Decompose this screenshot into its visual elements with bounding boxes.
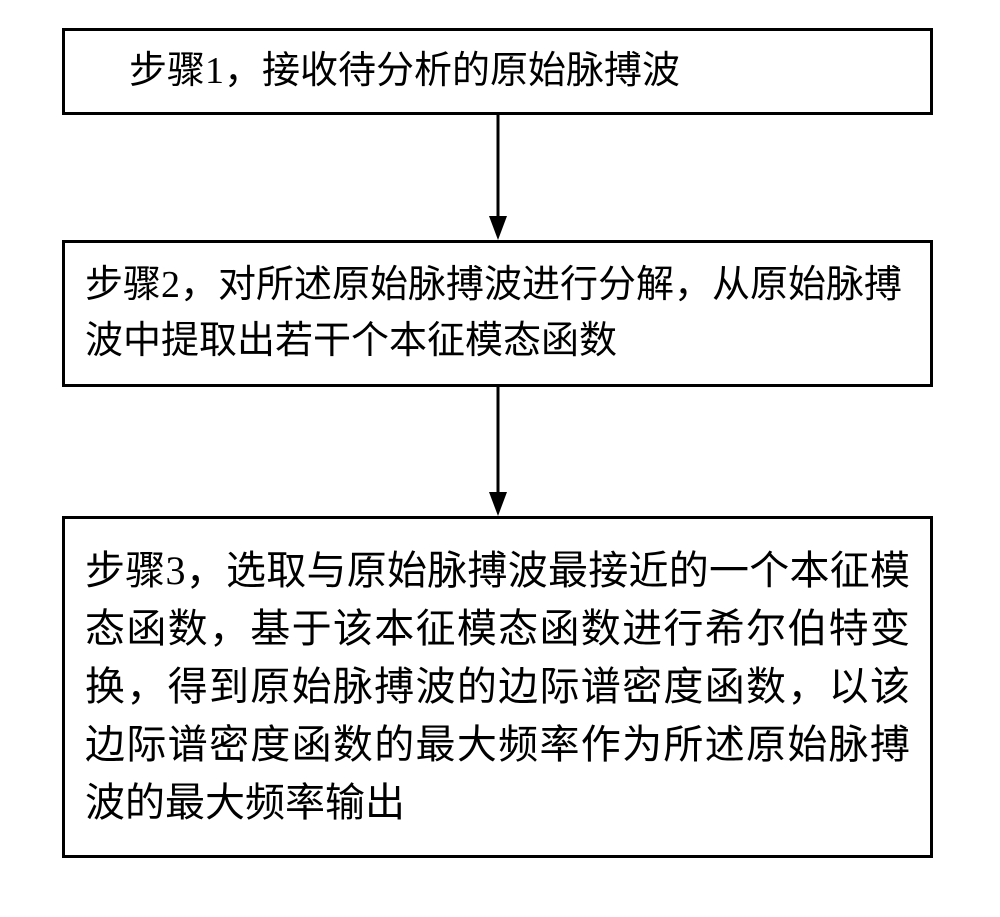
flowchart-canvas: 步骤1，接收待分析的原始脉搏波 步骤2，对所述原始脉搏波进行分解，从原始脉搏波中… [0, 0, 1000, 917]
flowchart-step-1-text: 步骤1，接收待分析的原始脉搏波 [129, 44, 680, 99]
flowchart-step-1: 步骤1，接收待分析的原始脉搏波 [62, 28, 933, 115]
flowchart-step-3: 步骤3，选取与原始脉搏波最接近的一个本征模态函数，基于该本征模态函数进行希尔伯特… [62, 516, 933, 858]
flowchart-step-2-text: 步骤2，对所述原始脉搏波进行分解，从原始脉搏波中提取出若干个本征模态函数 [85, 258, 910, 368]
flowchart-step-2: 步骤2，对所述原始脉搏波进行分解，从原始脉搏波中提取出若干个本征模态函数 [62, 240, 933, 387]
flowchart-step-3-text: 步骤3，选取与原始脉搏波最接近的一个本征模态函数，基于该本征模态函数进行希尔伯特… [85, 542, 910, 832]
